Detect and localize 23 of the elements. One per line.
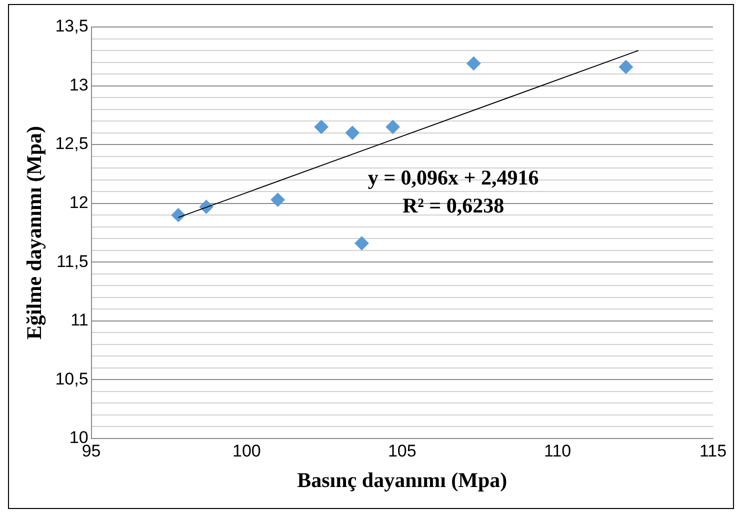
point bbox=[354, 236, 369, 250]
x-axis-title: Basınç dayanımı (Mpa) bbox=[297, 468, 508, 492]
y-tick-label: 11 bbox=[70, 310, 88, 330]
point bbox=[314, 120, 328, 134]
point bbox=[345, 126, 360, 140]
point bbox=[171, 208, 186, 222]
x-tick-label: 105 bbox=[388, 441, 416, 460]
y-axis-title: Eğilme dayanımı (Mpa) bbox=[22, 126, 46, 340]
annotation: R² = 0,6238 bbox=[402, 193, 504, 218]
y-tick-label: 11,5 bbox=[56, 252, 88, 271]
point bbox=[270, 192, 285, 207]
y-tick-label: 13 bbox=[69, 75, 88, 94]
x-tick-label: 110 bbox=[544, 441, 572, 460]
y-tick-label: 10,5 bbox=[55, 369, 88, 388]
annotation: y = 0,096x + 2,4916 bbox=[368, 165, 539, 190]
y-tick-label: 13,5 bbox=[55, 16, 88, 36]
point bbox=[386, 120, 400, 134]
point bbox=[618, 60, 633, 74]
point bbox=[466, 56, 481, 70]
y-tick-label: 12 bbox=[69, 193, 88, 212]
x-tick-label: 115 bbox=[699, 441, 727, 460]
x-tick-label: 100 bbox=[232, 441, 261, 460]
y-tick-label: 12,5 bbox=[55, 134, 88, 154]
